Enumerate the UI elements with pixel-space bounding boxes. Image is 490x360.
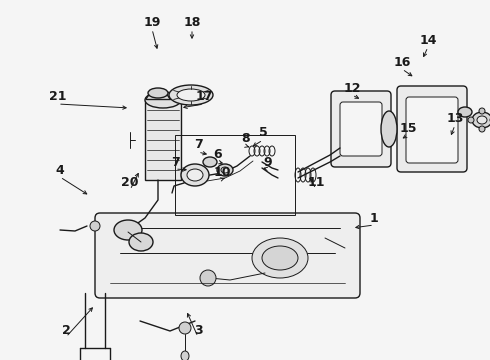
Text: 1: 1 bbox=[369, 211, 378, 225]
Text: 19: 19 bbox=[143, 15, 161, 28]
Ellipse shape bbox=[217, 164, 233, 176]
Ellipse shape bbox=[477, 116, 487, 124]
Ellipse shape bbox=[203, 157, 217, 167]
Ellipse shape bbox=[458, 107, 472, 117]
Ellipse shape bbox=[468, 117, 474, 123]
Ellipse shape bbox=[129, 233, 153, 251]
Ellipse shape bbox=[252, 238, 308, 278]
Text: 16: 16 bbox=[393, 55, 411, 68]
Bar bbox=[145, 100, 181, 180]
Ellipse shape bbox=[479, 108, 485, 114]
Text: 11: 11 bbox=[307, 175, 325, 189]
FancyBboxPatch shape bbox=[397, 86, 467, 172]
Bar bbox=[175, 135, 295, 215]
Ellipse shape bbox=[187, 169, 203, 181]
Ellipse shape bbox=[90, 221, 100, 231]
Text: 13: 13 bbox=[446, 112, 464, 125]
Ellipse shape bbox=[200, 270, 216, 286]
Text: 17: 17 bbox=[195, 90, 213, 104]
Text: 7: 7 bbox=[194, 139, 202, 152]
Ellipse shape bbox=[145, 92, 181, 108]
Ellipse shape bbox=[177, 89, 205, 101]
Ellipse shape bbox=[148, 88, 168, 98]
FancyBboxPatch shape bbox=[331, 91, 391, 167]
Ellipse shape bbox=[381, 111, 397, 147]
Text: 4: 4 bbox=[56, 163, 64, 176]
FancyBboxPatch shape bbox=[95, 213, 360, 298]
Text: 5: 5 bbox=[259, 126, 268, 139]
Text: 8: 8 bbox=[242, 132, 250, 145]
Ellipse shape bbox=[472, 112, 490, 128]
FancyBboxPatch shape bbox=[340, 102, 382, 156]
Ellipse shape bbox=[221, 167, 229, 173]
Ellipse shape bbox=[262, 246, 298, 270]
Ellipse shape bbox=[181, 164, 209, 186]
Text: 20: 20 bbox=[121, 176, 139, 189]
Ellipse shape bbox=[114, 220, 142, 240]
Ellipse shape bbox=[181, 351, 189, 360]
Text: 15: 15 bbox=[399, 122, 417, 135]
FancyBboxPatch shape bbox=[406, 97, 458, 163]
Text: 6: 6 bbox=[214, 148, 222, 162]
Text: 10: 10 bbox=[213, 166, 231, 179]
Text: 9: 9 bbox=[264, 156, 272, 168]
Text: 3: 3 bbox=[194, 324, 202, 337]
Text: 2: 2 bbox=[62, 324, 71, 337]
Text: 7: 7 bbox=[171, 156, 179, 168]
Text: 12: 12 bbox=[343, 81, 361, 94]
Text: 18: 18 bbox=[183, 15, 201, 28]
Text: 14: 14 bbox=[419, 33, 437, 46]
Text: 21: 21 bbox=[49, 90, 67, 104]
Ellipse shape bbox=[479, 126, 485, 132]
Ellipse shape bbox=[179, 322, 191, 334]
Ellipse shape bbox=[169, 85, 213, 105]
